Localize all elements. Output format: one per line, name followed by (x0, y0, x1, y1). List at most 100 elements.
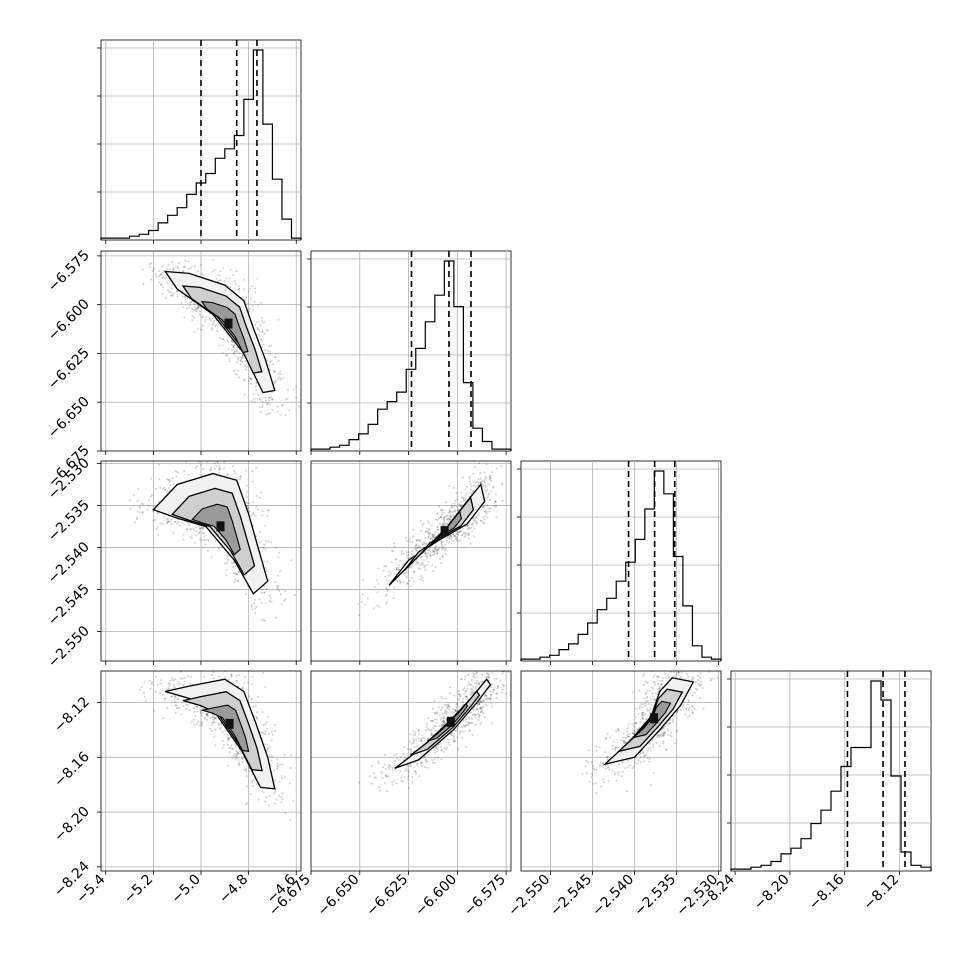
sample-point (633, 725, 636, 728)
sample-point (439, 557, 442, 560)
sample-point (218, 472, 220, 474)
sample-point (453, 502, 456, 505)
sample-point (289, 767, 292, 769)
sample-point (236, 752, 239, 755)
sample-point (177, 262, 180, 265)
sample-point (182, 538, 185, 541)
sample-point (448, 708, 451, 711)
y-tick-label: −2.550 (45, 623, 93, 671)
sample-point (478, 512, 481, 515)
sample-point (470, 526, 473, 529)
sample-point (226, 555, 229, 558)
sample-point (469, 492, 472, 495)
sample-point (167, 521, 169, 524)
sample-point (647, 747, 650, 750)
sample-point (595, 792, 598, 795)
sample-point (233, 572, 236, 575)
sample-point (646, 708, 649, 711)
sample-point (435, 711, 438, 714)
sample-point (199, 723, 201, 726)
sample-point (496, 685, 499, 688)
sample-point (691, 694, 694, 697)
sample-point (169, 484, 172, 487)
diag-panel-0 (97, 39, 302, 244)
sample-point (264, 800, 266, 803)
sample-point (187, 473, 190, 476)
sample-point (617, 729, 620, 732)
sample-point (238, 750, 241, 753)
sample-point (139, 689, 142, 692)
sample-point (699, 677, 702, 680)
sample-point (176, 295, 179, 298)
sample-point (213, 467, 216, 470)
sample-point (411, 565, 414, 568)
sample-point (475, 522, 478, 525)
sample-point (178, 706, 181, 709)
sample-point (435, 535, 437, 538)
sample-point (412, 528, 415, 531)
sample-point (387, 574, 390, 577)
sample-point (210, 319, 213, 322)
sample-point (237, 674, 240, 677)
sample-point (697, 675, 700, 678)
sample-point (216, 461, 219, 463)
sample-point (425, 725, 428, 728)
sample-point (384, 575, 386, 578)
sample-point (413, 746, 416, 749)
sample-point (631, 767, 634, 770)
sample-point (445, 548, 448, 551)
sample-point (213, 716, 216, 719)
sample-point (171, 294, 174, 297)
sample-point (644, 704, 647, 707)
sample-point (463, 536, 466, 538)
sample-point (464, 695, 467, 698)
sample-point (441, 724, 444, 727)
sample-point (152, 519, 155, 522)
sample-point (460, 678, 463, 681)
sample-point (666, 663, 668, 665)
sample-point (479, 471, 482, 474)
sample-point (235, 573, 238, 576)
sample-point (256, 717, 259, 720)
sample-point (638, 689, 640, 692)
sample-point (453, 511, 456, 513)
sample-point (478, 713, 481, 716)
sample-point (624, 737, 627, 739)
sample-point (659, 683, 662, 686)
sample-point (270, 739, 273, 742)
sample-point (468, 533, 471, 536)
sample-point (465, 695, 468, 698)
sample-point (237, 763, 240, 766)
sample-point (434, 566, 437, 569)
sample-point (640, 752, 643, 755)
sample-point (249, 792, 252, 795)
sample-point (173, 686, 176, 689)
sample-point (399, 582, 402, 585)
sample-point (248, 310, 251, 313)
sample-point (448, 692, 451, 695)
sample-point (198, 525, 200, 528)
sample-point (440, 543, 443, 546)
sample-point (211, 327, 213, 330)
sample-point (273, 370, 276, 373)
sample-point (485, 694, 488, 697)
sample-point (455, 491, 458, 494)
sample-point (426, 520, 429, 523)
sample-point (157, 534, 160, 537)
sample-point (157, 463, 160, 466)
sample-point (214, 744, 217, 747)
sample-point (435, 549, 438, 552)
sample-point (229, 736, 232, 739)
sample-point (250, 378, 253, 381)
sample-point (273, 356, 276, 359)
sample-point (155, 675, 158, 678)
sample-point (646, 696, 649, 699)
sample-point (411, 742, 414, 745)
sample-point (201, 315, 204, 318)
sample-point (150, 682, 153, 685)
sample-point (491, 671, 494, 674)
sample-point (199, 538, 201, 541)
sample-point (435, 747, 438, 750)
sample-point (440, 509, 443, 512)
sample-point (448, 510, 451, 513)
